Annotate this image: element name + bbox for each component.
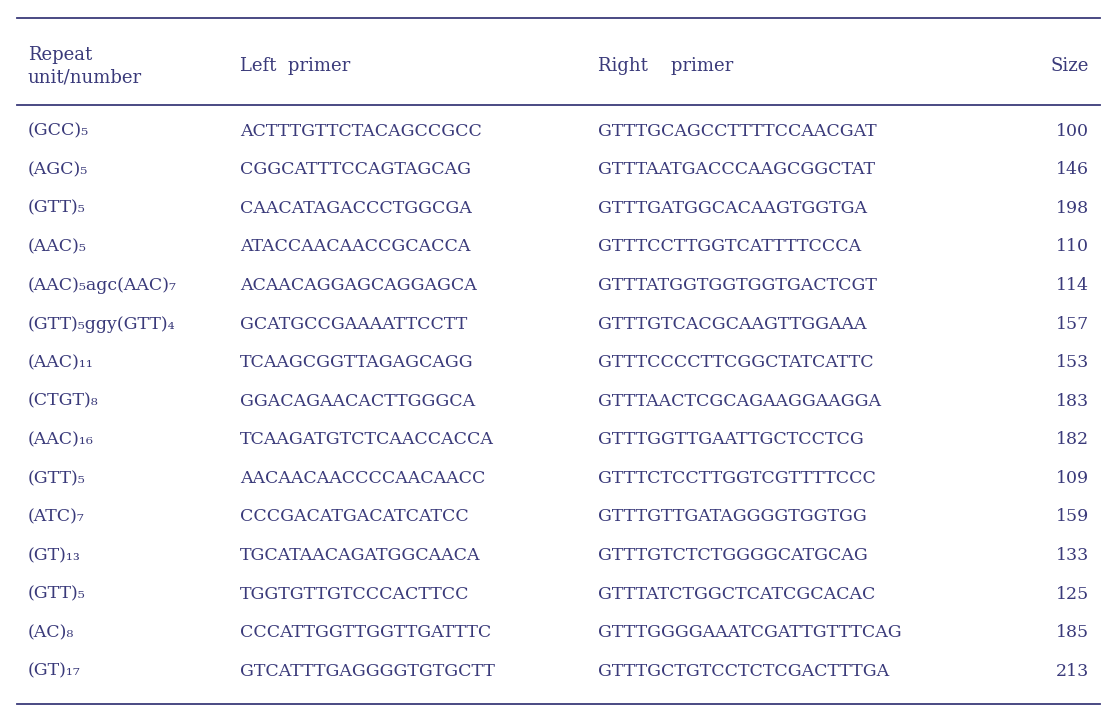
Text: (GT)₁₃: (GT)₁₃ <box>28 547 80 564</box>
Text: 183: 183 <box>1056 393 1089 410</box>
Text: (GTT)₅: (GTT)₅ <box>28 470 86 487</box>
Text: GTTTAACTCGCAGAAGGAAGGA: GTTTAACTCGCAGAAGGAAGGA <box>598 393 880 410</box>
Text: ACTTTGTTCTACAGCCGCC: ACTTTGTTCTACAGCCGCC <box>240 123 483 140</box>
Text: (AGC)₅: (AGC)₅ <box>28 162 88 178</box>
Text: (AAC)₁₆: (AAC)₁₆ <box>28 431 94 448</box>
Text: GTTTGTCACGCAAGTTGGAAA: GTTTGTCACGCAAGTTGGAAA <box>598 316 866 332</box>
Text: GTTTGGGGAAATCGATTGTTTCAG: GTTTGGGGAAATCGATTGTTTCAG <box>598 624 901 641</box>
Text: AACAACAACCCCAACAACC: AACAACAACCCCAACAACC <box>240 470 486 487</box>
Text: GTTTGCAGCCTTTTCCAACGAT: GTTTGCAGCCTTTTCCAACGAT <box>598 123 876 140</box>
Text: Left  primer: Left primer <box>240 58 351 75</box>
Text: TGCATAACAGATGGCAACA: TGCATAACAGATGGCAACA <box>240 547 480 564</box>
Text: 110: 110 <box>1056 239 1089 255</box>
Text: 109: 109 <box>1056 470 1089 487</box>
Text: GTTTCCCCTTCGGCTATCATTC: GTTTCCCCTTCGGCTATCATTC <box>598 354 873 371</box>
Text: TCAAGCGGTTAGAGCAGG: TCAAGCGGTTAGAGCAGG <box>240 354 474 371</box>
Text: GTTTATGGTGGTGGTGACTCGT: GTTTATGGTGGTGGTGACTCGT <box>598 277 877 294</box>
Text: 100: 100 <box>1056 123 1089 140</box>
Text: 114: 114 <box>1056 277 1089 294</box>
Text: (AAC)₁₁: (AAC)₁₁ <box>28 354 94 371</box>
Text: (AAC)₅agc(AAC)₇: (AAC)₅agc(AAC)₇ <box>28 277 176 294</box>
Text: GTTTGCTGTCCTCTCGACTTTGA: GTTTGCTGTCCTCTCGACTTTGA <box>598 663 889 680</box>
Text: GTTTATCTGGCTCATCGCACAC: GTTTATCTGGCTCATCGCACAC <box>598 585 875 603</box>
Text: GTTTGATGGCACAAGTGGTGA: GTTTGATGGCACAAGTGGTGA <box>598 200 867 217</box>
Text: GTTTAATGACCCAAGCGGCTAT: GTTTAATGACCCAAGCGGCTAT <box>598 162 875 178</box>
Text: CAACATAGACCCTGGCGA: CAACATAGACCCTGGCGA <box>240 200 471 217</box>
Text: 125: 125 <box>1056 585 1089 603</box>
Text: GTTTCCTTGGTCATTTTCCCA: GTTTCCTTGGTCATTTTCCCA <box>598 239 861 255</box>
Text: 146: 146 <box>1056 162 1089 178</box>
Text: GTTTGGTTGAATTGCTCCTCG: GTTTGGTTGAATTGCTCCTCG <box>598 431 863 448</box>
Text: GTTTGTCTCTGGGGCATGCAG: GTTTGTCTCTGGGGCATGCAG <box>598 547 867 564</box>
Text: (GCC)₅: (GCC)₅ <box>28 123 89 140</box>
Text: GTCATTTGAGGGGTGTGCTT: GTCATTTGAGGGGTGTGCTT <box>240 663 495 680</box>
Text: (GTT)₅ggy(GTT)₄: (GTT)₅ggy(GTT)₄ <box>28 316 175 332</box>
Text: (GTT)₅: (GTT)₅ <box>28 200 86 217</box>
Text: (AC)₈: (AC)₈ <box>28 624 75 641</box>
Text: Right    primer: Right primer <box>598 58 733 75</box>
Text: CCCATTGGTTGGTTGATTTC: CCCATTGGTTGGTTGATTTC <box>240 624 491 641</box>
Text: (GTT)₅: (GTT)₅ <box>28 585 86 603</box>
Text: GGACAGAACACTTGGGCA: GGACAGAACACTTGGGCA <box>240 393 475 410</box>
Text: 157: 157 <box>1056 316 1089 332</box>
Text: ATACCAACAACCGCACCA: ATACCAACAACCGCACCA <box>240 239 470 255</box>
Text: (AAC)₅: (AAC)₅ <box>28 239 87 255</box>
Text: 213: 213 <box>1056 663 1089 680</box>
Text: ACAACAGGAGCAGGAGCA: ACAACAGGAGCAGGAGCA <box>240 277 477 294</box>
Text: GTTTCTCCTTGGTCGTTTTCCC: GTTTCTCCTTGGTCGTTTTCCC <box>598 470 876 487</box>
Text: (CTGT)₈: (CTGT)₈ <box>28 393 98 410</box>
Text: 185: 185 <box>1056 624 1089 641</box>
Text: TCAAGATGTCTCAACCACCA: TCAAGATGTCTCAACCACCA <box>240 431 494 448</box>
Text: TGGTGTTGTCCCACTTCC: TGGTGTTGTCCCACTTCC <box>240 585 469 603</box>
Text: 133: 133 <box>1056 547 1089 564</box>
Text: 159: 159 <box>1056 508 1089 526</box>
Text: (GT)₁₇: (GT)₁₇ <box>28 663 80 680</box>
Text: CCCGACATGACATCATCC: CCCGACATGACATCATCC <box>240 508 469 526</box>
Text: GCATGCCGAAAATTCCTT: GCATGCCGAAAATTCCTT <box>240 316 467 332</box>
Text: 182: 182 <box>1056 431 1089 448</box>
Text: 153: 153 <box>1056 354 1089 371</box>
Text: GTTTGTTGATAGGGGTGGTGG: GTTTGTTGATAGGGGTGGTGG <box>598 508 867 526</box>
Text: 198: 198 <box>1056 200 1089 217</box>
Text: Repeat
unit/number: Repeat unit/number <box>28 46 142 87</box>
Text: (ATC)₇: (ATC)₇ <box>28 508 85 526</box>
Text: CGGCATTTCCAGTAGCAG: CGGCATTTCCAGTAGCAG <box>240 162 471 178</box>
Text: Size: Size <box>1051 58 1089 75</box>
